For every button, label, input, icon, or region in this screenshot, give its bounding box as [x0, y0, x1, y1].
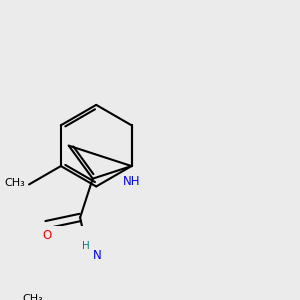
Text: CH₃: CH₃: [4, 178, 25, 188]
Text: CH₃: CH₃: [22, 294, 43, 300]
Text: N: N: [92, 249, 101, 262]
Text: H: H: [82, 241, 90, 250]
Text: NH: NH: [123, 175, 140, 188]
Text: O: O: [43, 229, 52, 242]
